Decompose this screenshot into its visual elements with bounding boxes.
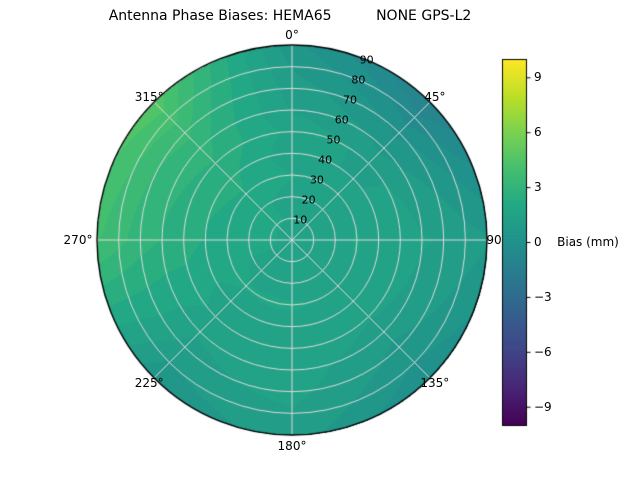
r-tick-label: 80 [351, 73, 366, 87]
colorbar-tick-label: 3 [534, 180, 542, 195]
theta-tick-label: 45° [424, 90, 446, 105]
r-tick-label: 10 [293, 213, 308, 227]
colorbar-tick-label: 9 [534, 70, 542, 85]
r-tick-label: 60 [334, 113, 349, 127]
theta-tick-label: 315° [134, 90, 164, 105]
theta-tick-label: 135° [420, 375, 450, 390]
theta-tick-label: 270° [63, 233, 93, 247]
theta-tick-label: 90 [486, 233, 502, 247]
r-tick-label: 70 [343, 93, 358, 107]
chart-title: Antenna Phase Biases: HEMA65 NONE GPS-L2 [108, 8, 472, 24]
r-tick-label: 30 [309, 173, 324, 187]
theta-tick-label: 225° [134, 375, 164, 390]
r-tick-label: 20 [301, 193, 316, 207]
colorbar-axis-label: Bias (mm) [557, 235, 619, 249]
colorbar-tick-label: −3 [534, 289, 552, 304]
colorbar-tick-label: 6 [534, 125, 542, 140]
r-tick-label: 90 [359, 53, 374, 67]
r-tick-label: 40 [318, 153, 333, 167]
theta-tick-label: 0° [285, 28, 299, 42]
theta-tick-label: 180° [277, 439, 307, 453]
colorbar-tick-label: 0 [534, 235, 542, 249]
r-tick-label: 50 [326, 133, 341, 147]
colorbar-tick-label: −9 [534, 399, 552, 414]
colorbar-tick-label: −6 [534, 344, 552, 359]
